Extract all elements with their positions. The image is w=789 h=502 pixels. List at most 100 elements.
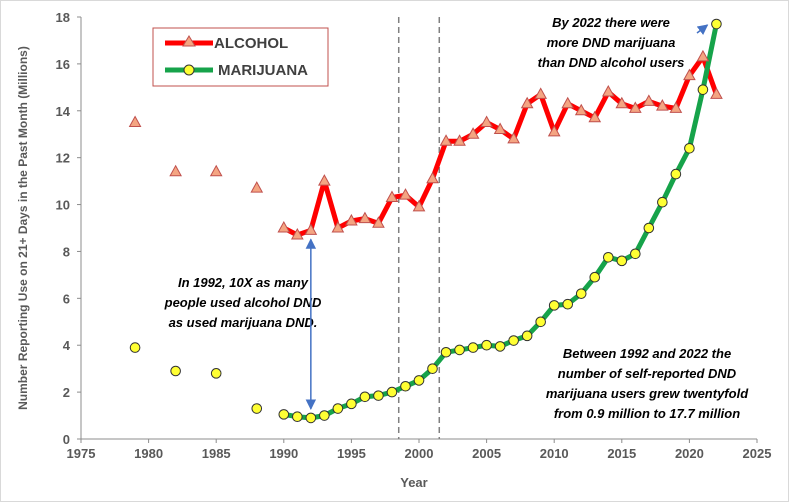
alcohol-series-line (282, 54, 719, 238)
y-tick-label: 14 (56, 104, 71, 119)
alcohol-data-point (547, 124, 561, 137)
alcohol-data-point (669, 101, 683, 113)
alcohol-data-point (277, 220, 291, 233)
alcohol-data-point (439, 134, 453, 146)
marijuana-data-point (305, 412, 317, 424)
alcohol-data-point (304, 223, 318, 235)
marijuana-data-point (292, 411, 303, 423)
marijuana-data-point (494, 341, 506, 352)
marijuana-data-point (711, 18, 722, 30)
marijuana-data-point (630, 248, 641, 260)
y-tick-label: 0 (63, 432, 70, 447)
alcohol-data-point (561, 96, 575, 109)
y-tick-label: 12 (56, 151, 70, 166)
marijuana-data-point (684, 142, 695, 154)
annotation-agrowth-line: Between 1992 and 2022 the (563, 346, 731, 361)
alcohol-data-point (642, 94, 656, 106)
alcohol-data-point (169, 164, 182, 177)
legend-alcohol-marker (182, 35, 196, 47)
marijuana-data-point (602, 252, 614, 263)
alcohol-data-point (331, 220, 345, 233)
alcohol-data-point (466, 127, 480, 139)
marijuana-data-point (643, 222, 655, 234)
series-layer (128, 18, 723, 424)
legend-marijuana-label: MARIJUANA (218, 62, 308, 79)
x-tick-label: 2020 (675, 446, 704, 461)
x-tick-label: 1975 (67, 446, 96, 461)
marijuana-data-point (454, 344, 465, 356)
annotation-a1992-line: In 1992, 10X as many (178, 275, 309, 290)
alcohol-data-point (345, 213, 358, 226)
alcohol-data-point (385, 190, 399, 203)
annotation-agrowth-line: from 0.9 million to 17.7 million (554, 406, 740, 421)
alcohol-data-point (534, 87, 548, 99)
annotation-a2022-line: more DND marijuana (547, 35, 676, 50)
annotations: In 1992, 10X as many people used alcohol … (164, 15, 750, 421)
x-tick-label: 2000 (405, 446, 434, 461)
alcohol-data-point (290, 227, 304, 240)
annotation-a2022-line: By 2022 there were (552, 15, 670, 30)
marijuana-data-point (589, 271, 601, 283)
marijuana-data-point (346, 398, 357, 410)
marijuana-data-point (562, 298, 574, 310)
annotation-agrowth-line: number of self-reported DND (558, 366, 737, 381)
arrow-2022 (696, 24, 709, 35)
alcohol-data-point (628, 101, 642, 113)
alcohol-data-point (480, 115, 493, 127)
annotation-agrowth-line: marijuana users grew twentyfold (546, 386, 749, 401)
marijuana-data-point (427, 363, 438, 374)
alcohol-data-point (574, 103, 588, 116)
alcohol-data-point (520, 96, 534, 109)
x-tick-label: 2005 (472, 446, 501, 461)
alcohol-data-point (601, 84, 615, 97)
marijuana-data-point (521, 330, 533, 342)
y-tick-label: 16 (56, 57, 70, 72)
alcohol-data-point (372, 216, 385, 228)
x-tick-label: 1980 (134, 446, 163, 461)
marijuana-data-point (508, 335, 519, 346)
alcohol-data-point (412, 199, 426, 212)
y-tick-label: 2 (63, 385, 70, 400)
marijuana-data-point (616, 255, 628, 267)
y-tick-label: 8 (63, 244, 70, 259)
marijuana-data-point (413, 375, 425, 386)
y-tick-label: 10 (56, 198, 70, 213)
legend: ALCOHOL MARIJUANA (152, 27, 329, 87)
alcohol-data-point (426, 171, 439, 184)
x-tick-label: 1985 (202, 446, 231, 461)
alcohol-data-point (209, 164, 223, 177)
alcohol-data-point (128, 115, 142, 127)
y-tick-label: 6 (63, 291, 70, 306)
marijuana-data-point (129, 342, 141, 353)
marijuana-data-point (319, 410, 330, 421)
alcohol-data-point (318, 174, 331, 186)
marijuana-data-point (210, 368, 222, 379)
marijuana-data-point (575, 288, 587, 299)
alcohol-data-point (250, 181, 264, 193)
marijuana-data-point (400, 380, 411, 392)
x-axis-title: Year (400, 475, 427, 490)
marijuana-data-point (670, 168, 682, 180)
alcohol-data-point (358, 211, 372, 224)
marijuana-data-point (481, 339, 492, 351)
x-tick-label: 2010 (540, 446, 569, 461)
marijuana-data-point (278, 409, 290, 420)
axes: 0 2 4 6 8 10 12 14 16 18 1975 1980 1985 1990 1995 2000 2… (56, 10, 772, 461)
marijuana-data-point (440, 346, 452, 358)
alcohol-data-point (493, 122, 507, 135)
marijuana-data-point (697, 84, 709, 95)
x-tick-label: 2025 (743, 446, 772, 461)
alcohol-data-point (615, 96, 629, 109)
marijuana-data-point (359, 391, 371, 403)
marijuana-data-point (535, 316, 546, 328)
marijuana-data-point (657, 196, 668, 208)
alcohol-data-point (656, 99, 669, 111)
marijuana-data-point (386, 386, 398, 398)
alcohol-data-point (588, 110, 602, 123)
y-tick-label: 4 (63, 338, 71, 353)
annotation-a2022-line: than DND alcohol users (538, 55, 685, 70)
x-tick-label: 2015 (607, 446, 636, 461)
annotation-a1992-line: people used alcohol DND (164, 295, 322, 310)
marijuana-data-point (373, 390, 384, 401)
legend-box (152, 27, 329, 87)
